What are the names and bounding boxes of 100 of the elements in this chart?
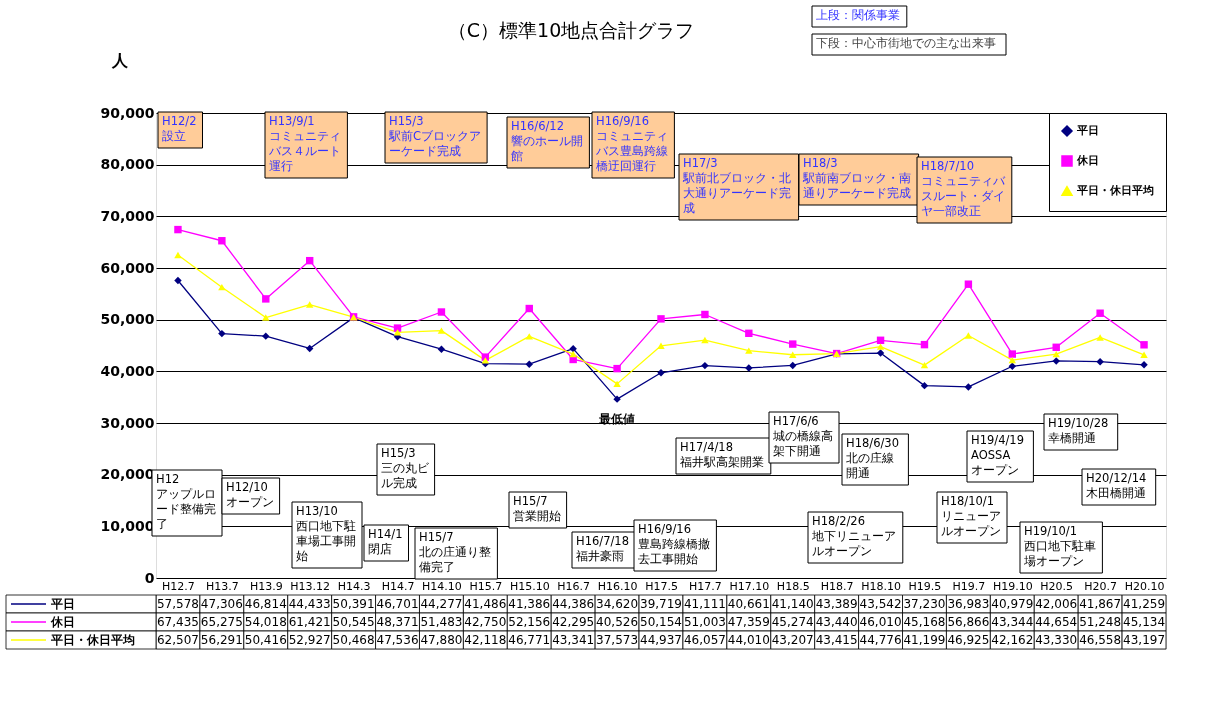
chart-title: （C）標準10地点合計グラフ: [447, 19, 695, 41]
text: 下段：中心市街地での主な出来事: [816, 36, 996, 50]
annotation: H16/7/18 福井豪雨: [576, 534, 629, 563]
data-label: 44,010: [727, 633, 770, 647]
annotation: H19/10/1 西口地下駐車場オープン: [1023, 524, 1096, 568]
annotation: H12 アップルロード整備完了: [156, 472, 216, 531]
data-label: 41,140: [771, 597, 814, 611]
legend-label: 平日: [1076, 124, 1099, 137]
legend-label: 平日・休日平均: [1076, 184, 1154, 197]
data-label: 43,344: [991, 615, 1034, 629]
annotation: H20/12/14 木田橋開通: [1086, 471, 1147, 500]
data-label: 51,003: [683, 615, 726, 629]
data-label: 47,536: [376, 633, 419, 647]
x-tick-label: H15.7: [469, 579, 503, 593]
data-label: 43,389: [815, 597, 858, 611]
data-label: 44,386: [552, 597, 595, 611]
data-label: 43,440: [815, 615, 858, 629]
annotation: H13/10 西口地下駐車場工事開始: [296, 504, 356, 563]
data-label: 44,654: [1035, 615, 1078, 629]
annotation: H15/7 北の庄通り整備完了: [419, 530, 491, 574]
data-label: 50,391: [332, 597, 375, 611]
data-label: 67,435: [156, 615, 199, 629]
data-label: 52,927: [288, 633, 331, 647]
x-tick-label: H12.7: [162, 579, 195, 593]
data-label: 61,421: [288, 615, 331, 629]
y-tick-label: 70,000: [100, 207, 155, 224]
x-tick-label: H16.7: [557, 579, 591, 593]
y-axis-title: 人: [110, 50, 129, 70]
data-label: 44,937: [640, 633, 682, 647]
x-tick-label: H17.7: [689, 579, 722, 593]
data-label: 44,776: [859, 633, 902, 647]
data-label: 43,341: [552, 633, 595, 647]
x-tick-label: H19.5: [908, 579, 942, 593]
data-label: 57,578: [156, 597, 199, 611]
data-label: 43,207: [771, 633, 814, 647]
data-label: 36,983: [947, 597, 990, 611]
x-tick-label: H13.9: [249, 579, 283, 593]
annotation: H17/4/18 福井駅高架開業: [680, 440, 764, 469]
data-label: 44,277: [420, 597, 463, 611]
annotation: H18/10/1 リニューアルオープン: [941, 494, 1001, 538]
data-label: 56,866: [947, 615, 990, 629]
annotation: H17/6/6 城の橋線高架下開通: [772, 414, 833, 458]
data-label: 42,118: [464, 633, 507, 647]
data-label: 40,979: [991, 597, 1034, 611]
data-label: 46,814: [244, 597, 287, 611]
data-label: 37,230: [903, 597, 946, 611]
data-label: 40,526: [596, 615, 639, 629]
x-tick-label: H18.10: [861, 579, 901, 593]
data-label: 56,291: [200, 633, 243, 647]
data-label: 46,701: [376, 597, 419, 611]
data-label: 51,483: [420, 615, 463, 629]
y-tick-label: 80,000: [100, 156, 155, 173]
data-label: 45,274: [771, 615, 814, 629]
y-tick-label: 20,000: [100, 466, 155, 483]
text: 上段：関係事業: [816, 8, 900, 22]
annotation: H13/9/1 コミュニティバス４ルート運行: [268, 114, 341, 173]
annotation: H17/3 駅前北ブロック・北大通りアーケード完成: [682, 156, 791, 215]
annotation: H15/3 駅前Cブロックアーケード完成: [388, 114, 482, 158]
text: 休日: [51, 615, 75, 629]
x-tick-label: H19.7: [952, 579, 986, 593]
data-label: 42,750: [464, 615, 507, 629]
text: 平日・休日平均: [51, 633, 135, 647]
data-label: 50,416: [244, 633, 287, 647]
data-label: 47,306: [200, 597, 243, 611]
annotation: H18/3 駅前南ブロック・南通りアーケード完成: [802, 156, 911, 200]
data-label: 44,433: [288, 597, 331, 611]
data-label: 46,771: [508, 633, 551, 647]
annotation: H15/3 三の丸ビル完成: [381, 446, 430, 490]
data-label: 41,486: [464, 597, 507, 611]
annotation: H18/6/30 北の庄線開通: [846, 436, 899, 480]
data-label: 50,468: [332, 633, 375, 647]
data-label: 37,573: [596, 633, 639, 647]
annotation: H19/4/19 AOSSAオープン: [971, 433, 1024, 477]
data-label: 34,620: [596, 597, 639, 611]
data-label: 41,259: [1123, 597, 1166, 611]
annotation: H12/2 設立: [162, 114, 197, 143]
data-label: 41,386: [508, 597, 551, 611]
data-label: 51,248: [1079, 615, 1122, 629]
annotation: H12/10 オープン: [226, 480, 274, 509]
x-tick-label: H14.7: [381, 579, 415, 593]
annotation: H16/9/16 豊島跨線橋撤去工事開始: [638, 522, 710, 566]
annotation: H18/7/10 コミュニティバスルート・ダイヤ一部改正: [921, 159, 1006, 218]
data-label: 52,156: [508, 615, 551, 629]
data-label: 41,111: [683, 597, 726, 611]
data-label: 39,719: [640, 597, 682, 611]
annotation: H19/10/28 幸橋開通: [1048, 416, 1109, 445]
x-tick-label: H17.10: [729, 579, 770, 593]
data-label: 47,359: [727, 615, 770, 629]
y-tick-label: 60,000: [100, 259, 155, 276]
data-label: 42,295: [552, 615, 595, 629]
x-tick-label: H19.10: [992, 579, 1033, 593]
annotation: H16/9/16 コミュニティバス豊島跨線橋迂回運行: [595, 114, 668, 173]
data-label: 46,925: [947, 633, 990, 647]
annotation: H16/6/12 響のホール開館: [511, 119, 583, 163]
data-label: 46,057: [683, 633, 726, 647]
x-tick-label: H18.5: [776, 579, 810, 593]
x-tick-label: H20.5: [1040, 579, 1074, 593]
data-label: 43,330: [1035, 633, 1078, 647]
data-label: 43,542: [859, 597, 902, 611]
y-tick-label: 50,000: [100, 311, 155, 328]
